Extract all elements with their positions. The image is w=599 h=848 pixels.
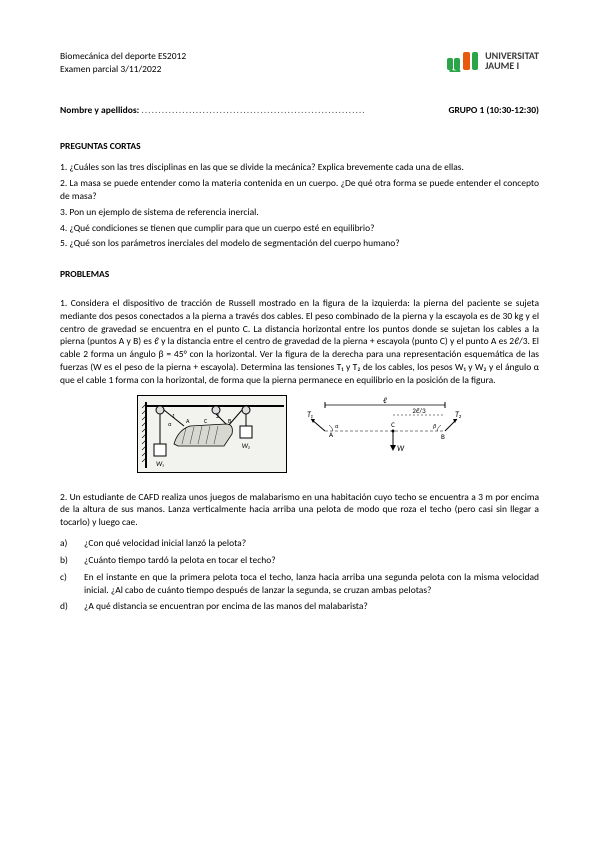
question-1: 1. ¿Cuáles son las tres disciplinas en l…: [60, 161, 539, 174]
figure-left-icon: W₁ W₂ A C B 2 1 α: [137, 395, 287, 473]
problem-2c: c) En el instante en que la primera pelo…: [60, 571, 539, 597]
name-row: Nombre y apellidos: ....................…: [60, 104, 539, 117]
svg-text:B: B: [228, 417, 231, 425]
logo-mark-icon: [447, 50, 481, 72]
problem-2d: d) ¿A qué distancia se encuentran por en…: [60, 600, 539, 613]
university-logo: UNIVERSITAT JAUME I: [447, 50, 539, 72]
question-5: 5. ¿Qué son los parámetros inerciales de…: [60, 237, 539, 250]
problem-1: 1. Considera el dispositivo de tracción …: [60, 297, 539, 387]
section-title-problemas: PROBLEMAS: [60, 268, 539, 281]
svg-text:C: C: [391, 420, 395, 429]
name-field: Nombre y apellidos: ....................…: [60, 104, 366, 117]
svg-text:2: 2: [216, 412, 219, 420]
figures-row: W₁ W₂ A C B 2 1 α ℓ 2ℓ/3: [60, 395, 539, 473]
svg-text:A: A: [329, 430, 334, 439]
svg-text:1: 1: [172, 412, 175, 420]
short-questions-section: PREGUNTAS CORTAS 1. ¿Cuáles son las tres…: [60, 140, 539, 250]
svg-text:W₁: W₁: [156, 459, 164, 468]
logo-text: UNIVERSITAT JAUME I: [485, 51, 539, 71]
problems-section: PROBLEMAS 1. Considera el dispositivo de…: [60, 268, 539, 613]
svg-text:β: β: [433, 422, 437, 430]
svg-text:T₂: T₂: [455, 410, 462, 420]
svg-text:A: A: [186, 417, 190, 425]
course-title: Biomecánica del deporte ES2012: [60, 50, 186, 63]
course-info: Biomecánica del deporte ES2012 Examen pa…: [60, 50, 186, 76]
problem-2-intro: 2. Un estudiante de CAFD realiza unos ju…: [60, 491, 539, 529]
svg-text:T₁: T₁: [307, 410, 313, 420]
svg-text:B: B: [441, 432, 445, 441]
question-4: 4. ¿Qué condiciones se tienen que cumpli…: [60, 222, 539, 235]
group-label: GRUPO 1 (10:30-12:30): [448, 104, 539, 117]
question-2: 2. La masa se puede entender como la mat…: [60, 177, 539, 203]
section-title-cortas: PREGUNTAS CORTAS: [60, 140, 539, 153]
svg-text:2ℓ/3: 2ℓ/3: [412, 406, 426, 415]
name-label: Nombre y apellidos:: [60, 104, 139, 116]
figure-right-icon: ℓ 2ℓ/3 T₁ A α T₂ B β C W: [305, 395, 463, 457]
question-3: 3. Pon un ejemplo de sistema de referenc…: [60, 206, 539, 219]
svg-text:α: α: [335, 422, 339, 430]
problem-2a: a) ¿Con qué velocidad inicial lanzó la p…: [60, 537, 539, 550]
svg-text:ℓ: ℓ: [382, 396, 386, 406]
svg-text:W: W: [397, 444, 405, 454]
svg-text:W₂: W₂: [241, 441, 250, 450]
problem-2b: b) ¿Cuánto tiempo tardó la pelota en toc…: [60, 554, 539, 567]
page-header: Biomecánica del deporte ES2012 Examen pa…: [60, 50, 539, 76]
exam-date: Examen parcial 3/11/2022: [60, 63, 186, 76]
name-dotted-line: ........................................…: [141, 104, 365, 116]
